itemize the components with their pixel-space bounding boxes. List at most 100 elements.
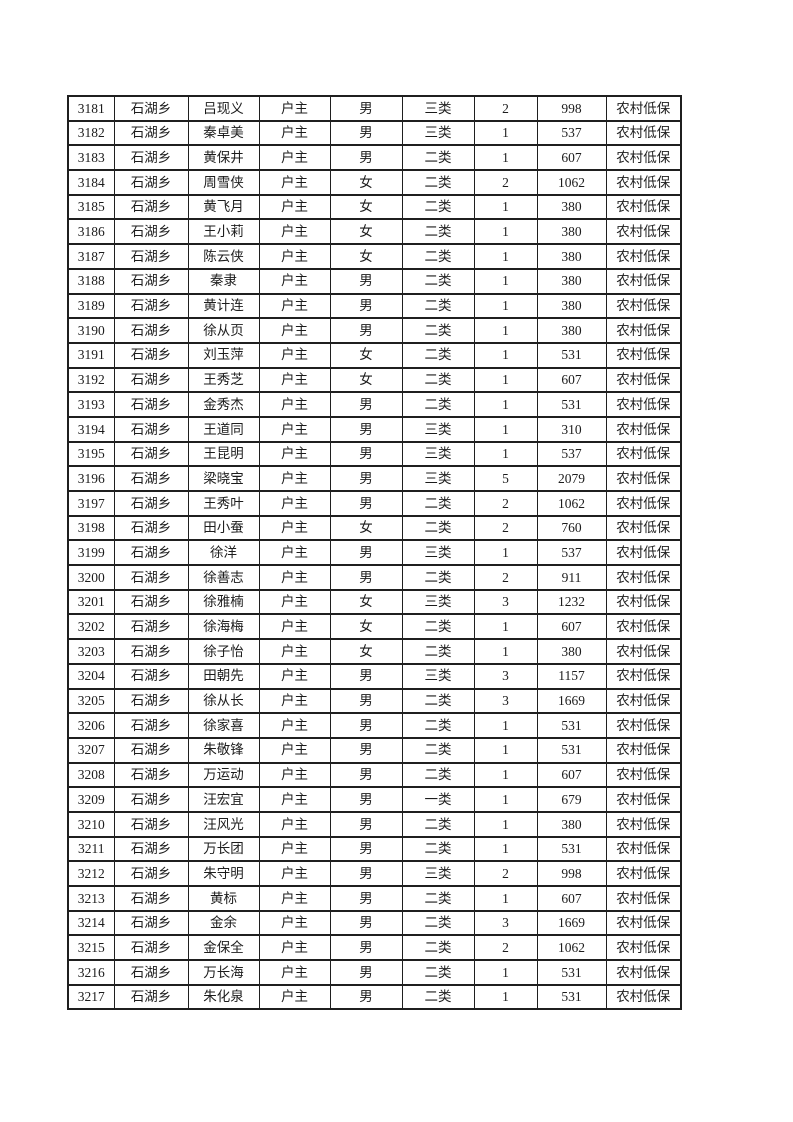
cell-person-count: 2 [473,95,538,122]
table-row: 3212 石湖乡 朱守明 户主男三类 2 998 农村低保 [67,860,682,887]
cell-person-count: 1 [473,119,538,147]
cell-relation-to-head: 户主 [258,539,331,567]
table-row: 3197 石湖乡 王秀叶 户主男二类 2 1062 农村低保 [67,490,682,517]
cell-name: 朱守明 [187,860,260,887]
welfare-records-table: 3181 石湖乡 吕现义 户主男三类 2 998 农村低保 3182 石湖乡 秦卓美 户主男三类 1 5… [67,95,682,1011]
cell-amount: 679 [536,786,607,813]
cell-category: 二类 [401,564,475,591]
cell-category: 二类 [401,983,475,1011]
cell-amount: 537 [536,119,607,147]
table-row: 3194 石湖乡 王道同 户主男三类 1 310 农村低保 [67,415,682,443]
cell-gender: 女 [329,341,403,369]
cell-category: 二类 [401,292,475,320]
cell-relation-to-head: 户主 [258,613,331,641]
cell-category: 二类 [401,638,475,665]
cell-category: 三类 [401,588,475,616]
cell-relation-to-head: 户主 [258,243,331,270]
cell-assistance-type: 农村低保 [605,119,682,147]
cell-relation-to-head: 户主 [258,514,331,542]
cell-amount: 607 [536,885,607,912]
cell-person-count: 2 [473,860,538,887]
cell-serial-number: 3204 [67,662,115,690]
cell-person-count: 1 [473,959,538,986]
cell-amount: 1669 [536,909,607,937]
cell-assistance-type: 农村低保 [605,983,682,1011]
cell-relation-to-head: 户主 [258,860,331,887]
cell-township: 石湖乡 [113,341,189,369]
cell-name: 金余 [187,909,260,937]
cell-name: 徐子怡 [187,638,260,665]
cell-serial-number: 3202 [67,613,115,641]
cell-category: 三类 [401,119,475,147]
cell-relation-to-head: 户主 [258,218,331,246]
cell-person-count: 1 [473,243,538,270]
cell-township: 石湖乡 [113,218,189,246]
cell-category: 二类 [401,193,475,221]
table-row: 3184 石湖乡 周雪侠 户主女二类 2 1062 农村低保 [67,169,682,196]
cell-assistance-type: 农村低保 [605,885,682,912]
cell-relation-to-head: 户主 [258,638,331,665]
table-row: 3210 石湖乡 汪风光 户主男二类 1 380 农村低保 [67,810,682,838]
cell-gender: 男 [329,95,403,122]
cell-name: 陈云侠 [187,243,260,270]
cell-category: 二类 [401,736,475,764]
cell-assistance-type: 农村低保 [605,366,682,394]
cell-relation-to-head: 户主 [258,736,331,764]
cell-serial-number: 3203 [67,638,115,665]
cell-amount: 380 [536,193,607,221]
cell-township: 石湖乡 [113,662,189,690]
cell-assistance-type: 农村低保 [605,687,682,715]
cell-assistance-type: 农村低保 [605,613,682,641]
cell-gender: 男 [329,465,403,492]
table-row: 3193 石湖乡 金秀杰 户主男二类 1 531 农村低保 [67,391,682,418]
table-row: 3199 石湖乡 徐洋 户主男三类 1 537 农村低保 [67,539,682,567]
cell-relation-to-head: 户主 [258,761,331,789]
cell-gender: 男 [329,959,403,986]
cell-assistance-type: 农村低保 [605,662,682,690]
table-row: 3202 石湖乡 徐海梅 户主女二类 1 607 农村低保 [67,613,682,641]
cell-assistance-type: 农村低保 [605,539,682,567]
cell-serial-number: 3185 [67,193,115,221]
cell-amount: 380 [536,317,607,344]
cell-township: 石湖乡 [113,588,189,616]
cell-person-count: 1 [473,292,538,320]
cell-category: 三类 [401,539,475,567]
cell-category: 三类 [401,440,475,468]
cell-person-count: 3 [473,588,538,616]
cell-serial-number: 3195 [67,440,115,468]
cell-relation-to-head: 户主 [258,465,331,492]
cell-township: 石湖乡 [113,934,189,962]
cell-relation-to-head: 户主 [258,317,331,344]
cell-gender: 男 [329,983,403,1011]
cell-relation-to-head: 户主 [258,909,331,937]
cell-name: 王秀芝 [187,366,260,394]
cell-township: 石湖乡 [113,465,189,492]
table-row: 3216 石湖乡 万长海 户主男二类 1 531 农村低保 [67,959,682,986]
cell-amount: 380 [536,810,607,838]
cell-person-count: 1 [473,193,538,221]
cell-name: 朱敬锋 [187,736,260,764]
cell-person-count: 2 [473,169,538,196]
cell-relation-to-head: 户主 [258,959,331,986]
cell-serial-number: 3198 [67,514,115,542]
cell-relation-to-head: 户主 [258,934,331,962]
cell-relation-to-head: 户主 [258,341,331,369]
cell-relation-to-head: 户主 [258,391,331,418]
cell-category: 二类 [401,712,475,739]
cell-amount: 380 [536,243,607,270]
cell-category: 三类 [401,465,475,492]
cell-name: 秦卓美 [187,119,260,147]
cell-person-count: 2 [473,514,538,542]
cell-gender: 女 [329,514,403,542]
cell-amount: 1232 [536,588,607,616]
cell-township: 石湖乡 [113,317,189,344]
cell-township: 石湖乡 [113,193,189,221]
cell-gender: 男 [329,391,403,418]
cell-name: 梁晓宝 [187,465,260,492]
table-row: 3191 石湖乡 刘玉萍 户主女二类 1 531 农村低保 [67,341,682,369]
cell-category: 二类 [401,169,475,196]
cell-serial-number: 3181 [67,95,115,122]
cell-gender: 女 [329,218,403,246]
cell-gender: 男 [329,317,403,344]
table-row: 3217 石湖乡 朱化泉 户主男二类 1 531 农村低保 [67,983,682,1011]
